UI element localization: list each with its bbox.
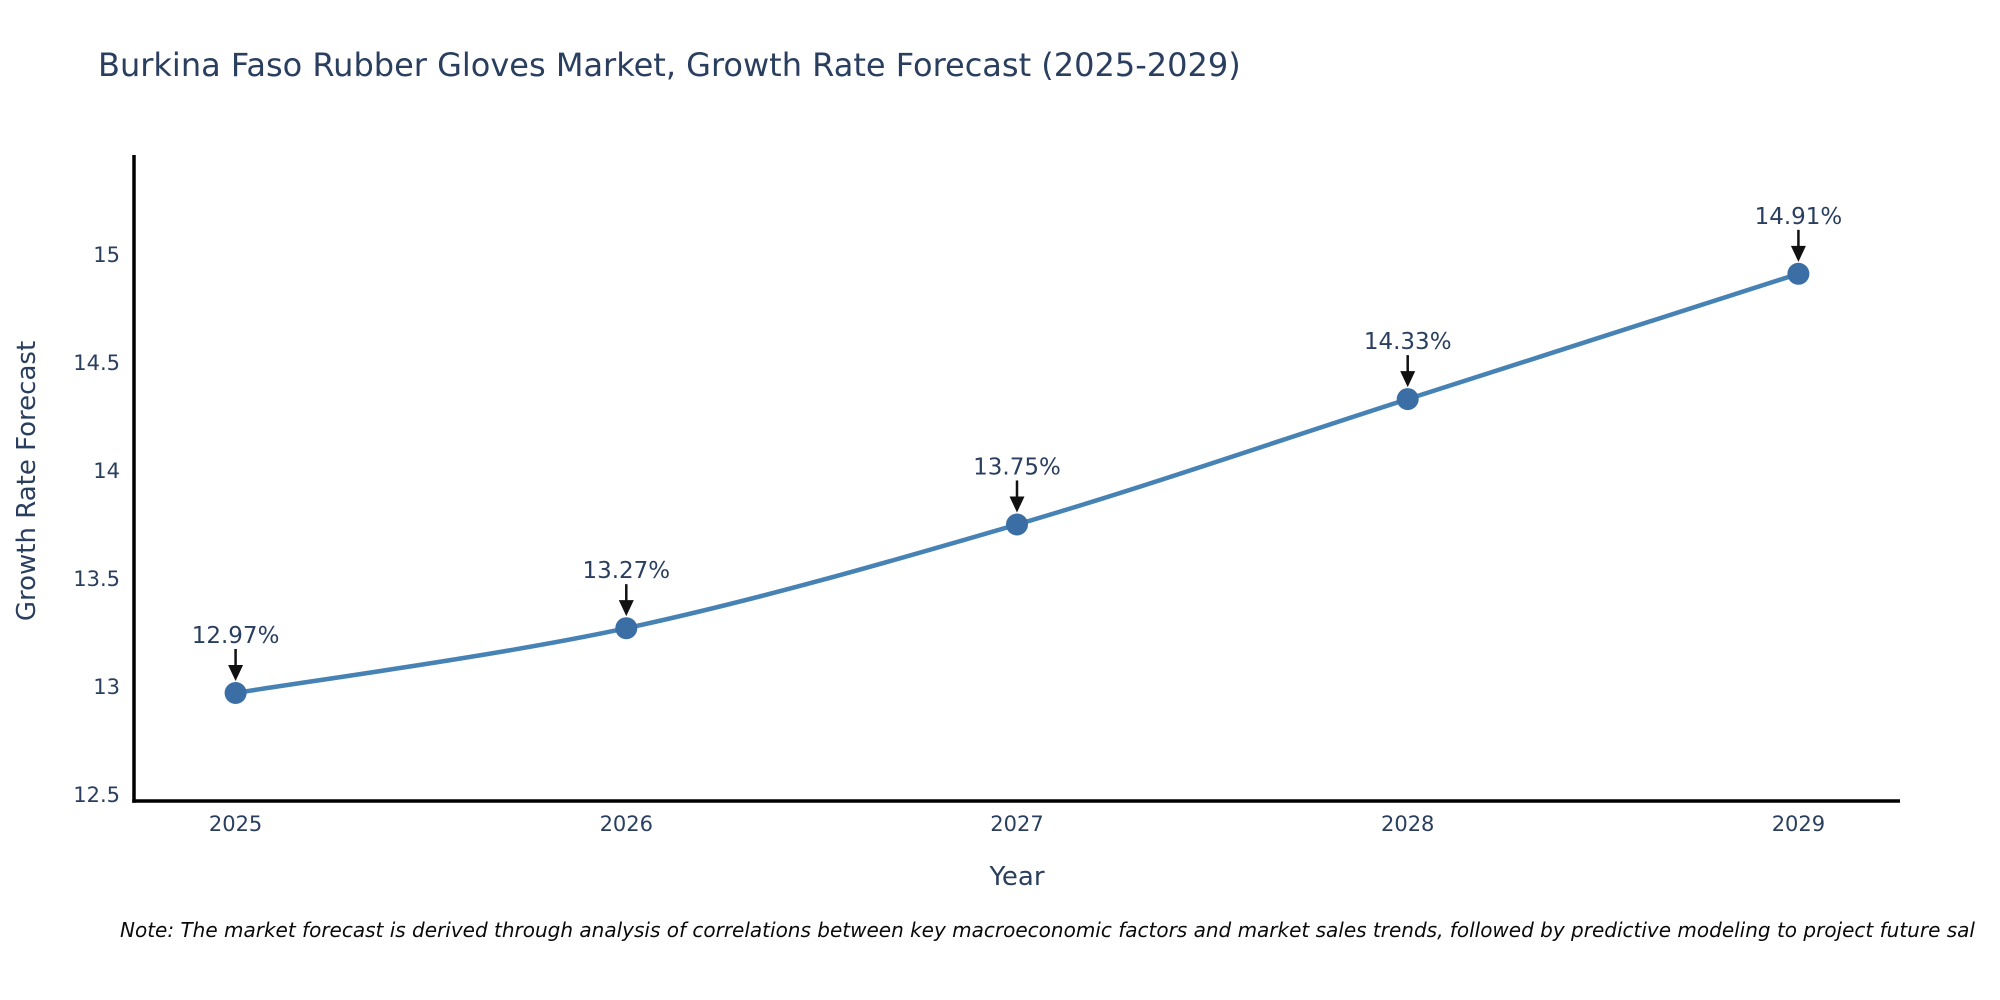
footnote: Note: The market forecast is derived thr… <box>120 918 1975 942</box>
y-tick-label: 15 <box>93 243 120 267</box>
annotation-arrowhead-icon <box>1400 371 1416 388</box>
data-point-marker[interactable] <box>224 682 247 704</box>
data-point-marker[interactable] <box>1787 262 1810 285</box>
point-value-label: 14.33% <box>1364 329 1452 355</box>
point-annotations: 12.97% 13.27% 13.75% 14.33% 14.91% <box>192 204 1843 681</box>
y-tick-label: 12.5 <box>73 783 120 807</box>
x-axis-title: Year <box>989 862 1045 892</box>
point-value-label: 13.27% <box>582 558 670 584</box>
point-value-label: 12.97% <box>192 623 280 649</box>
tick-labels: 12.5 13 13.5 14 14.5 15 2025 2026 2027 2028 2029 <box>73 243 1825 836</box>
y-tick-label: 14.5 <box>73 351 120 375</box>
data-point-marker[interactable] <box>1396 388 1419 411</box>
x-tick-label: 2025 <box>209 812 262 836</box>
data-point-marker[interactable] <box>1006 513 1028 536</box>
line-series <box>224 262 1810 704</box>
x-tick-label: 2026 <box>600 812 653 836</box>
data-point-marker[interactable] <box>615 617 638 640</box>
y-tick-label: 13 <box>93 675 120 699</box>
axes <box>132 155 1900 803</box>
x-tick-label: 2028 <box>1381 812 1434 836</box>
annotation-arrowhead-icon <box>228 664 244 681</box>
x-tick-label: 2027 <box>990 812 1043 836</box>
annotation-arrowhead-icon <box>618 600 634 617</box>
chart-title: Burkina Faso Rubber Gloves Market, Growt… <box>98 46 1241 84</box>
annotation-arrowhead-icon <box>1009 496 1025 513</box>
point-value-label: 13.75% <box>973 454 1061 480</box>
point-value-label: 14.91% <box>1755 204 1843 230</box>
x-tick-label: 2029 <box>1772 812 1825 836</box>
y-tick-label: 13.5 <box>73 567 120 591</box>
y-tick-label: 14 <box>93 459 120 483</box>
annotation-arrowhead-icon <box>1790 245 1806 262</box>
